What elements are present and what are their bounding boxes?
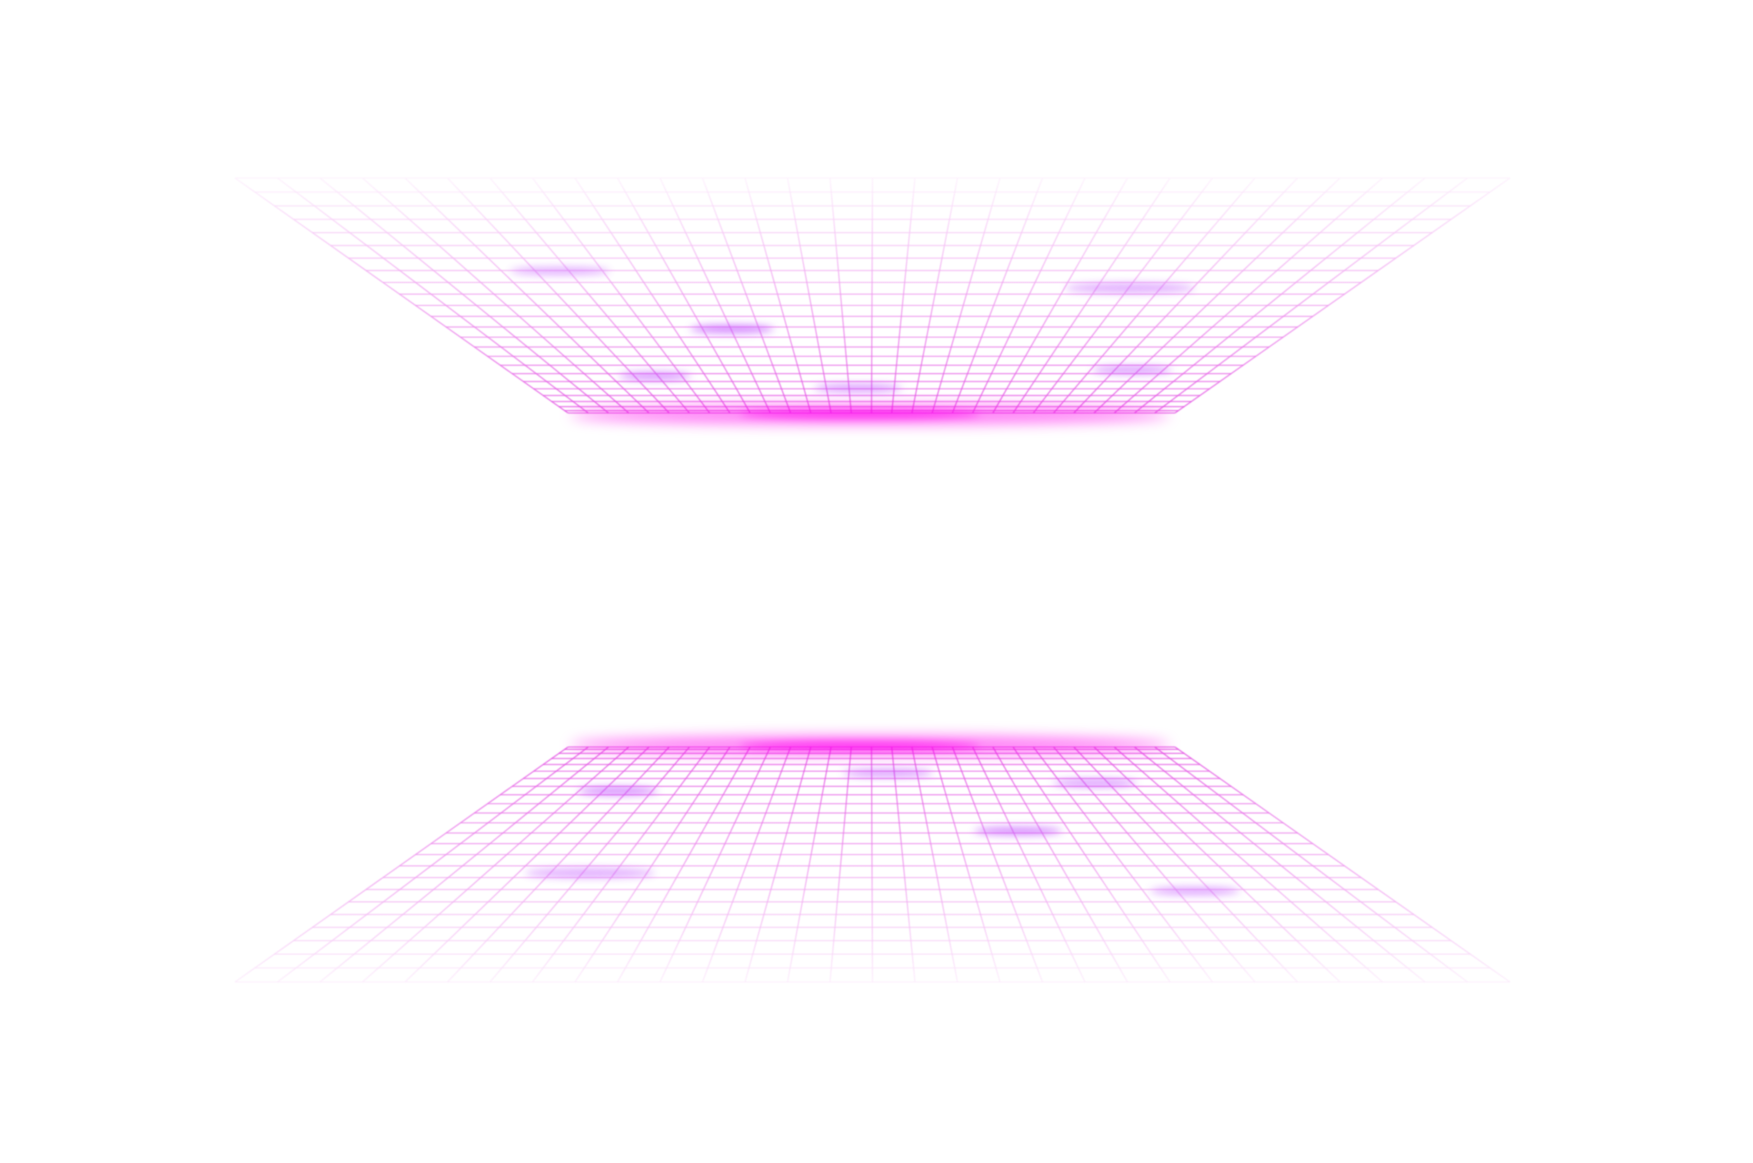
- floor-grid: [234, 736, 1511, 983]
- ceiling-grid-radial-line: [870, 177, 874, 414]
- ceiling-sparkle: [1065, 283, 1195, 293]
- ceiling-sparkle: [510, 267, 610, 275]
- ceiling-grid-radial-line: [1134, 177, 1426, 414]
- ceiling-sparkle: [690, 325, 774, 333]
- floor-sparkle: [1150, 887, 1240, 895]
- floor-grid-radial-line: [870, 746, 874, 983]
- ceiling-sparkle: [619, 372, 691, 380]
- floor-grid-radial-line: [911, 746, 959, 983]
- ceiling-sparkles: [510, 267, 1195, 392]
- ceiling-grid-radial-line: [1154, 177, 1468, 414]
- floor-sparkle: [525, 868, 655, 878]
- floor-grid-radial-line: [829, 746, 852, 983]
- ceiling-grid-radial-line: [786, 177, 832, 414]
- ceiling-grid-radial-line: [404, 177, 650, 414]
- floor-grid-radial-line: [404, 746, 650, 983]
- floor-sparkle: [578, 787, 658, 795]
- floor-horizon-core: [740, 741, 980, 751]
- ceiling-grid-radial-line: [1093, 177, 1341, 414]
- ceiling-sparkle: [1092, 366, 1172, 374]
- ceiling-grid-radial-line: [319, 177, 609, 414]
- floor-grid-radial-line: [574, 746, 731, 983]
- ceiling-grid-radial-line: [911, 177, 959, 414]
- floor-grid-radial-line: [1134, 746, 1426, 983]
- ceiling-horizon-core: [740, 409, 980, 419]
- floor-sparkles: [525, 769, 1240, 895]
- floor-sparkle: [843, 769, 933, 777]
- floor-grid-radial-line: [786, 746, 832, 983]
- ceiling-grid-radial-line: [891, 177, 916, 414]
- ceiling-grid-radial-line: [1012, 177, 1171, 414]
- ceiling-grid: [234, 177, 1511, 424]
- ceiling-grid-radial-line: [277, 177, 589, 414]
- floor-grid-radial-line: [277, 746, 589, 983]
- ceiling-sparkle: [814, 384, 902, 392]
- floor-sparkle: [974, 827, 1062, 835]
- floor-grid-radial-line: [1154, 746, 1468, 983]
- floor-sparkle: [1053, 779, 1137, 787]
- floor-grid-radial-line: [319, 746, 609, 983]
- ceiling-grid-radial-line: [829, 177, 852, 414]
- floor-grid-radial-line: [891, 746, 916, 983]
